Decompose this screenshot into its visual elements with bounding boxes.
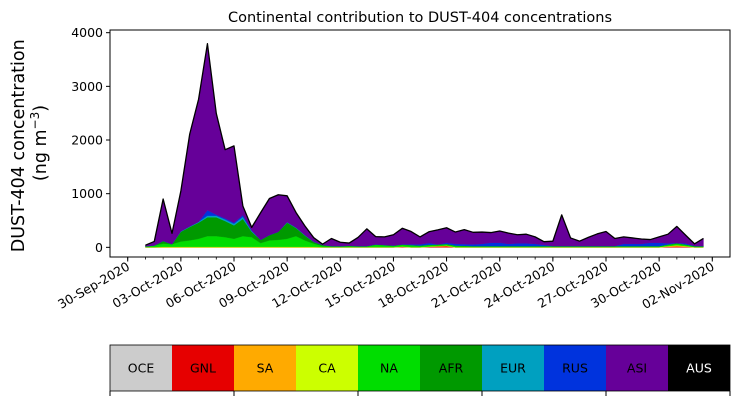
legend-label-eur: EUR — [500, 361, 526, 376]
plot-area — [109, 29, 731, 258]
y-axis-label-line1: DUST-404 concentration — [9, 39, 29, 252]
legend-label-rus: RUS — [562, 361, 588, 376]
y-axis: 0 1000 2000 3000 4000 — [71, 25, 110, 255]
legend-label-ca: CA — [318, 361, 336, 376]
legend-label-afr: AFR — [439, 361, 464, 376]
y-tick-label: 2000 — [71, 133, 103, 148]
y-axis-label-close: ) — [31, 105, 51, 112]
legend-label-aus: AUS — [686, 361, 712, 376]
y-axis-label-unit: (ng m — [31, 129, 51, 181]
y-tick-label: 0 — [95, 240, 103, 255]
legend-label-gnl: GNL — [190, 361, 216, 376]
total-outline-line — [145, 43, 704, 246]
y-tick-label: 1000 — [71, 186, 103, 201]
chart-title: Continental contribution to DUST-404 con… — [228, 10, 612, 26]
y-axis-label: DUST-404 concentration (ng m−3) — [9, 34, 51, 253]
plot-frame — [109, 29, 731, 258]
legend-swatch-na — [358, 345, 420, 391]
legend-colorbar: OCE GNL SA CA NA AFR EUR RUS ASI AUS — [109, 344, 731, 396]
legend-label-oce: OCE — [128, 361, 155, 376]
legend-label-sa: SA — [257, 361, 274, 376]
y-tick-label: 4000 — [71, 25, 103, 40]
legend-swatch-eur — [482, 345, 544, 391]
legend-swatch-ca — [296, 345, 358, 391]
legend-label-asi: ASI — [627, 361, 647, 376]
area-series-asi — [145, 43, 704, 247]
legend-swatch-gnl — [172, 345, 234, 391]
legend-swatch-sa — [234, 345, 296, 391]
x-axis: 30-Sep-202003-Oct-202006-Oct-202009-Oct-… — [55, 257, 717, 312]
legend-swatch-asi — [606, 345, 668, 391]
legend-swatch-oce — [110, 345, 172, 391]
legend-swatch-afr — [420, 345, 482, 391]
y-tick-label: 3000 — [71, 79, 103, 94]
legend-swatch-rus — [544, 345, 606, 391]
y-axis-label-exponent: −3 — [28, 112, 42, 130]
legend-frame — [109, 344, 731, 392]
legend-label-na: NA — [380, 361, 398, 376]
legend-swatch-aus — [668, 345, 730, 391]
